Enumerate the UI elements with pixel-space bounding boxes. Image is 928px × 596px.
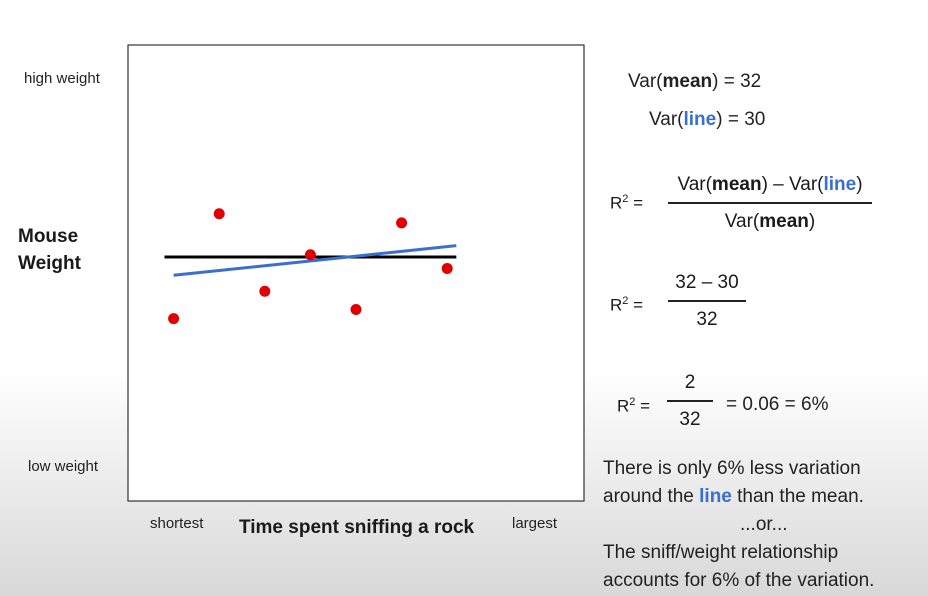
x-axis-label: Time spent sniffing a rock xyxy=(239,517,475,538)
r2-sup: 2 xyxy=(622,193,629,205)
var-line-prefix: Var( xyxy=(649,109,684,130)
step3-numerator: 2 xyxy=(684,372,696,393)
r2-r: R xyxy=(610,295,623,315)
var-mean-term: mean xyxy=(662,71,713,92)
data-point xyxy=(259,285,271,297)
x-tick-high: largest xyxy=(512,515,558,532)
den-part-b: ) xyxy=(808,211,816,232)
step3-denominator: 32 xyxy=(679,409,701,430)
num-part-b: ) – Var( xyxy=(761,174,824,195)
den-mean-term: mean xyxy=(759,211,809,232)
r2-r: R xyxy=(617,396,630,416)
var-mean-prefix: Var( xyxy=(628,71,663,92)
note-or: ...or... xyxy=(740,514,788,535)
var-mean-value: ) = 32 xyxy=(712,71,762,92)
data-point xyxy=(213,208,225,220)
r2-equals: = xyxy=(635,396,651,416)
fraction-bar xyxy=(668,300,746,302)
data-point xyxy=(304,249,316,261)
note-line-term: line xyxy=(699,486,732,507)
var-line-equation: Var(line) = 30 xyxy=(649,109,765,131)
num-line-term: line xyxy=(823,174,857,195)
y-tick-high: high weight xyxy=(24,70,100,87)
r2-r: R xyxy=(610,193,623,213)
den-part-a: Var( xyxy=(724,211,760,232)
y-tick-low: low weight xyxy=(28,458,99,475)
step2-fraction: 32 – 30 32 xyxy=(668,272,746,331)
note-line-4: The sniff/weight relationship xyxy=(603,542,839,563)
fraction-bar xyxy=(667,400,713,402)
r2-sup: 2 xyxy=(629,396,636,408)
note-line-2-a: around the xyxy=(603,486,700,507)
r2-equals: = xyxy=(628,295,644,315)
num-part-a: Var( xyxy=(677,174,712,195)
var-line-value: ) = 30 xyxy=(716,109,766,130)
step3-result: = 0.06 = 6% xyxy=(726,394,829,415)
step3-fraction: 2 32 xyxy=(667,372,713,431)
r2-label-2: R2 = xyxy=(610,295,643,316)
num-part-c: ) xyxy=(856,174,863,195)
r2-sup: 2 xyxy=(622,295,629,307)
data-point xyxy=(441,262,453,274)
note-line-1: There is only 6% less variation xyxy=(603,458,861,479)
note-line-5: accounts for 6% of the variation. xyxy=(603,570,875,591)
step2-numerator: 32 – 30 xyxy=(675,272,739,293)
r2-equals: = xyxy=(628,193,644,213)
data-point xyxy=(396,217,408,229)
r2-label-3: R2 = xyxy=(617,396,650,417)
y-axis-label: Mouse Weight xyxy=(18,226,81,274)
var-line-term: line xyxy=(683,109,717,130)
fraction-bar xyxy=(668,202,872,204)
data-point xyxy=(350,303,362,315)
step2-denominator: 32 xyxy=(696,309,718,330)
r2-label-1: R2 = xyxy=(610,193,643,214)
data-point xyxy=(168,313,180,325)
formula-numerator: Var(mean) – Var(line) xyxy=(668,174,872,196)
var-mean-equation: Var(mean) = 32 xyxy=(628,71,761,93)
r2-formula-fraction: Var(mean) – Var(line) Var(mean) xyxy=(668,174,872,233)
x-tick-low: shortest xyxy=(150,515,204,532)
fit-line xyxy=(173,244,457,277)
note-line-2: around the line than the mean. xyxy=(603,483,864,511)
formula-denominator: Var(mean) xyxy=(668,211,872,233)
num-mean-term: mean xyxy=(711,174,762,195)
note-line-2-b: than the mean. xyxy=(731,486,864,507)
